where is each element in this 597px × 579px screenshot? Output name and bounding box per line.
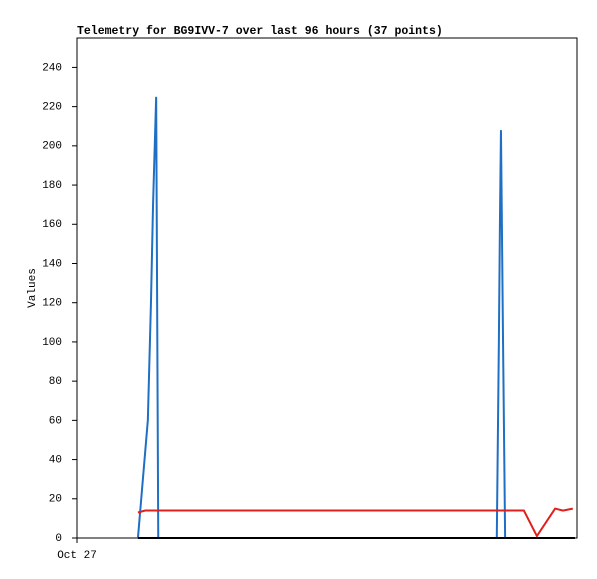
chart-title: Telemetry for BG9IVV-7 over last 96 hour… <box>77 25 443 38</box>
y-tick-label: 160 <box>42 219 62 231</box>
y-tick-label: 240 <box>42 62 62 74</box>
y-tick-label: 0 <box>55 533 62 545</box>
y-tick-label: 40 <box>49 454 62 466</box>
series-line <box>136 96 575 539</box>
x-tick-label: Oct 27 <box>57 550 97 562</box>
y-tick-label: 20 <box>49 494 62 506</box>
y-axis-label: Values <box>27 268 39 308</box>
y-tick-label: 200 <box>42 141 62 153</box>
y-tick-label: 80 <box>49 376 62 388</box>
series-line <box>137 507 574 539</box>
y-tick-label: 180 <box>42 180 62 192</box>
y-tick-label: 120 <box>42 298 62 310</box>
y-tick-label: 60 <box>49 415 62 427</box>
y-tick-label: 140 <box>42 258 62 270</box>
y-tick-label: 100 <box>42 337 62 349</box>
y-tick-label: 220 <box>42 102 62 114</box>
